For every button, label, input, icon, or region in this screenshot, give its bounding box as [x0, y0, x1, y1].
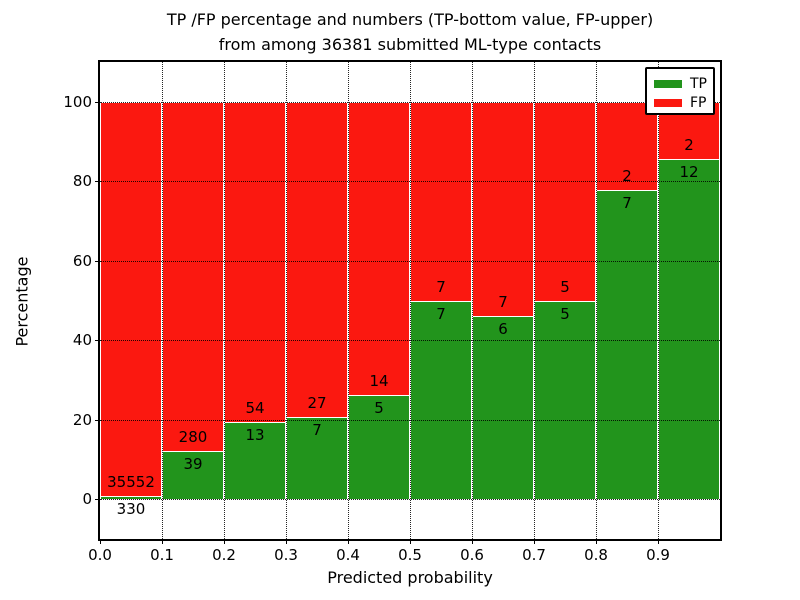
x-axis-label: Predicted probability: [327, 568, 493, 587]
y-tick-label: 0: [82, 490, 92, 509]
tp-count-label: 13: [245, 426, 265, 445]
y-tick-label: 60: [72, 251, 92, 270]
chart-title-line1: TP /FP percentage and numbers (TP-bottom…: [166, 10, 654, 29]
tp-count-label: 6: [498, 319, 508, 338]
tp-count-label: 330: [116, 499, 146, 518]
bar-segment-tp: [534, 300, 596, 500]
gridline-x-0.8: [596, 62, 597, 539]
fp-count-label: 35552: [107, 472, 155, 491]
x-tick-mark: [472, 539, 473, 544]
x-tick-label: 0.4: [336, 546, 360, 564]
x-tick-mark: [596, 539, 597, 544]
bar-segment-fp: [534, 101, 596, 301]
x-tick-label: 0.8: [584, 546, 608, 564]
tp-count-label: 7: [312, 421, 322, 440]
x-tick-label: 0.0: [88, 546, 112, 564]
gridline-x-0.1: [162, 62, 163, 539]
x-tick-label: 0.3: [274, 546, 298, 564]
bar-segment-tp: [100, 495, 162, 500]
chart-title: TP /FP percentage and numbers (TP-bottom…: [100, 7, 720, 57]
x-tick-mark: [100, 539, 101, 544]
x-tick-mark: [224, 539, 225, 544]
y-axis-label: Percentage: [12, 256, 32, 347]
tp-count-label: 5: [560, 304, 570, 323]
fp-count-label: 27: [307, 394, 327, 413]
gridline-x-0.9: [658, 62, 659, 539]
y-tick-mark: [95, 181, 100, 183]
fp-count-label: 2: [684, 135, 694, 154]
tp-count-label: 7: [622, 194, 632, 213]
x-tick-label: 0.1: [150, 546, 174, 564]
plot-area: 35552 330 280 39 54 13 27 7 14 5 7 7 7 6 5 5 2 7 2 12: [98, 60, 722, 541]
legend-item-fp: FP: [647, 93, 713, 112]
bar-segment-fp: [472, 101, 534, 316]
x-tick-label: 0.5: [398, 546, 422, 564]
bar-segment-fp: [162, 101, 224, 451]
legend: TP FP: [645, 67, 715, 115]
bar-segment-fp: [224, 101, 286, 423]
bar-segment-fp: [286, 101, 348, 418]
gridline-x-0.7: [534, 62, 535, 539]
y-tick-mark: [95, 101, 100, 103]
legend-tp-swatch-icon: [654, 79, 682, 88]
legend-label-fp: FP: [690, 94, 707, 111]
y-tick-label: 80: [72, 172, 92, 191]
bar-segment-tp: [162, 450, 224, 500]
x-tick-mark: [410, 539, 411, 544]
bar-segment-tp: [410, 300, 472, 500]
y-tick-mark: [95, 499, 100, 501]
y-tick-label: 20: [72, 410, 92, 429]
gridline-x-0.3: [286, 62, 287, 539]
fp-count-label: 7: [498, 292, 508, 311]
bar-segment-tp: [472, 315, 534, 500]
fp-count-label: 54: [245, 399, 265, 418]
bar-segment-tp: [286, 417, 348, 500]
bar-segment-tp: [596, 190, 658, 500]
gridline-x-0.6: [472, 62, 473, 539]
bar-segment-fp: [348, 101, 410, 395]
tp-count-label: 39: [183, 454, 203, 473]
x-tick-mark: [162, 539, 163, 544]
fp-count-label: 280: [178, 427, 208, 446]
y-tick-mark: [95, 260, 100, 262]
tp-count-label: 5: [374, 398, 384, 417]
bar-segment-tp: [224, 422, 286, 500]
bar-segment-tp: [658, 158, 720, 500]
x-tick-mark: [534, 539, 535, 544]
bar-segment-tp: [348, 394, 410, 500]
x-tick-mark: [348, 539, 349, 544]
y-tick-label: 100: [63, 92, 92, 111]
fp-count-label: 14: [369, 371, 389, 390]
x-tick-mark: [658, 539, 659, 544]
x-tick-mark: [286, 539, 287, 544]
tp-count-label: 12: [679, 162, 699, 181]
x-tick-label: 0.6: [460, 546, 484, 564]
tp-count-label: 7: [436, 304, 446, 323]
legend-fp-swatch-icon: [654, 98, 682, 107]
x-tick-label: 0.9: [646, 546, 670, 564]
x-tick-label: 0.2: [212, 546, 236, 564]
gridline-x-0.4: [348, 62, 349, 539]
legend-item-tp: TP: [647, 74, 713, 93]
gridline-x-0.2: [224, 62, 225, 539]
fp-count-label: 7: [436, 277, 446, 296]
fp-count-label: 2: [622, 167, 632, 186]
bar-segment-fp: [100, 101, 162, 496]
y-tick-mark: [95, 419, 100, 421]
x-tick-label: 0.7: [522, 546, 546, 564]
chart-title-line2: from among 36381 submitted ML-type conta…: [218, 35, 602, 54]
gridline-x-0.5: [410, 62, 411, 539]
fp-count-label: 5: [560, 277, 570, 296]
legend-label-tp: TP: [690, 75, 707, 92]
bar-segment-fp: [410, 101, 472, 301]
y-tick-mark: [95, 340, 100, 342]
y-tick-label: 40: [72, 331, 92, 350]
